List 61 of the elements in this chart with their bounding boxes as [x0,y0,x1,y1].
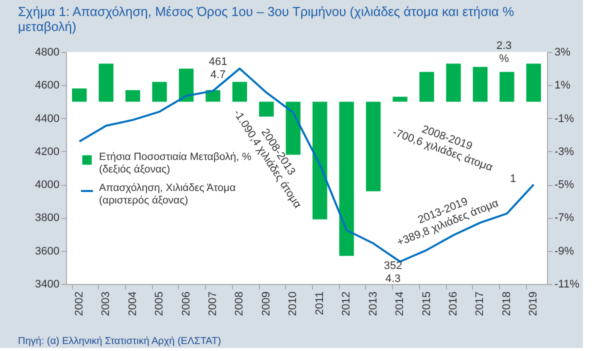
text: Πηγή: (α) Ελληνική Στατιστική Αρχή (ΕΛΣΤΑΤ) [18,336,222,347]
bar [232,82,248,102]
y2-tick-label: -9% [554,245,574,258]
x-tick-label: 2015 [420,292,433,316]
x-tick-label: 2010 [287,292,300,316]
annotation: 461 4.7 [208,56,228,81]
bar [98,64,114,102]
bar [526,64,541,102]
y-tick-label: 3400 [35,278,60,290]
bar [259,102,274,117]
bar [339,102,354,256]
y2-tick-label: -5% [554,179,574,192]
y2-tick-label: 3% [554,46,571,58]
bar [72,88,87,102]
bar [419,72,434,102]
annotation: 352 4.3 [384,260,402,285]
y-tick-label: 3800 [35,212,60,224]
bar [500,72,514,102]
x-tick-label: 2014 [394,292,406,316]
x-tick-label: 2005 [154,292,166,316]
y2-tick-label: -1% [554,112,574,125]
y-tick-label: 3600 [35,245,60,258]
x-tick-label: 2004 [126,292,139,316]
text: μεταβολή) [18,19,76,34]
bar [152,82,167,102]
bar [392,96,408,102]
line-series [78,68,535,263]
bar [206,90,220,102]
x-tick-label: 2009 [260,292,272,316]
bar [446,64,461,102]
x-tick-label: 2002 [73,292,86,316]
x-tick-label: 2008 [234,292,246,316]
x-tick-label: 2006 [180,292,192,316]
x-tick-label: 2003 [100,292,112,316]
y2-tick-label: 1% [554,80,571,92]
x-tick-label: 2012 [340,292,353,316]
x-tick-label: 2013 [367,292,380,316]
text: Σχήμα 1: Απασχόληση, Μέσος Όρος 1ου – 3ου Τριμήνου (χιλιάδες άτομα και ετήσια % [18,4,514,19]
x-tick-label: 2019 [528,292,540,316]
legend-label: Ετήσια Ποσοστιαία Μεταβολή, % (δεξιός άξονας) [99,151,252,176]
annotation: 1 [510,173,516,185]
y-tick-label: 4200 [35,146,60,158]
x-tick-label: 2018 [500,292,513,316]
x-tick-label: 2011 [314,292,326,316]
x-tick-label: 2016 [447,292,460,316]
y-tick-label: 4000 [35,179,60,192]
y2-tick-label: -7% [554,212,574,224]
bar [472,66,488,102]
x-tick-label: 2017 [474,292,486,316]
y2-tick-label: -11% [554,278,580,290]
y-tick-label: 4800 [35,46,60,58]
y-tick-label: 4600 [35,80,60,92]
bar [312,102,328,220]
bar [125,90,140,102]
bar [178,68,194,102]
y2-tick-label: -3% [554,146,574,158]
y-tick-label: 4400 [35,112,60,125]
annotation: 2.3 % [496,40,512,65]
legend-label: Απασχόληση, Χιλιάδες Άτομα (αριστερός άξονας) [99,182,236,206]
bar [366,102,381,192]
x-tick-label: 2007 [206,292,219,316]
